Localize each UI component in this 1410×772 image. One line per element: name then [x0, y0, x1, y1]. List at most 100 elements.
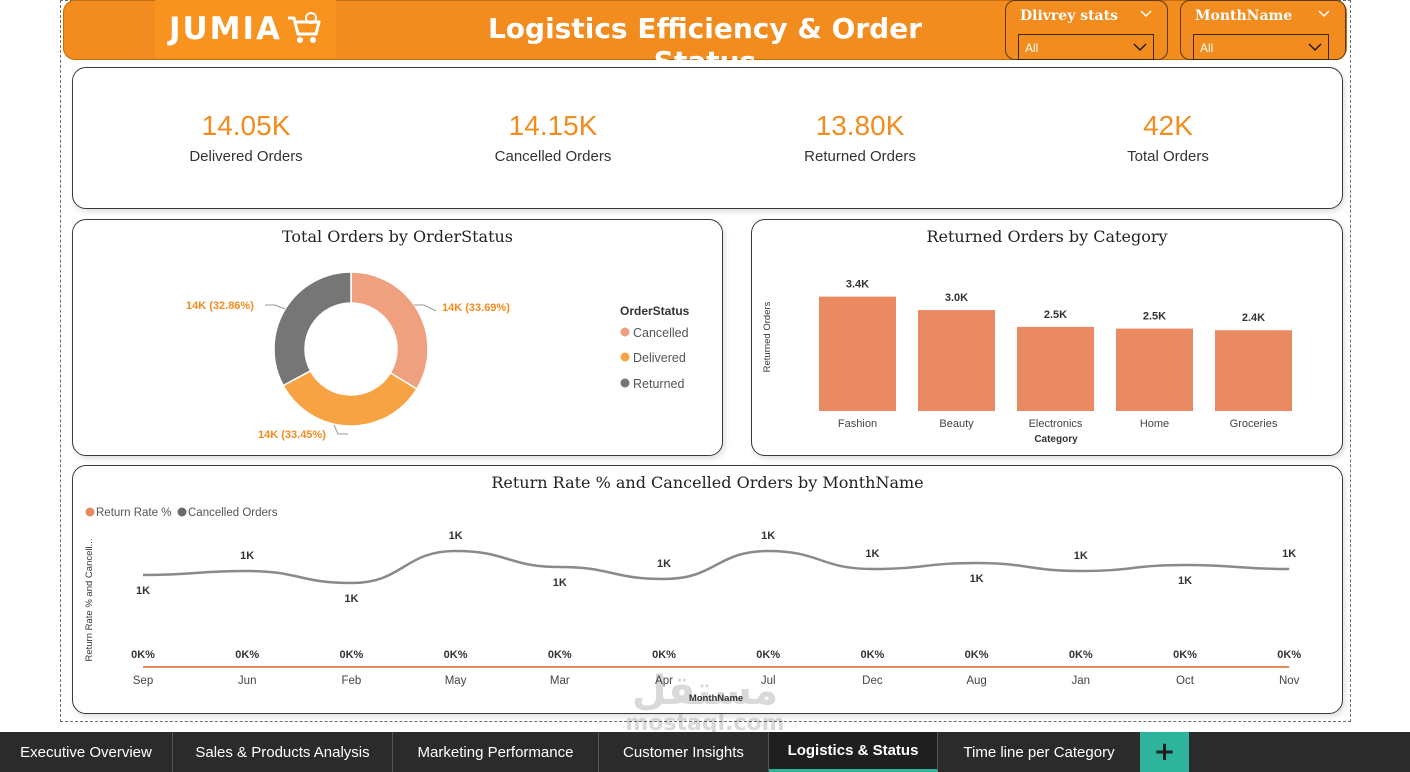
cancelled-data-label: 1K: [344, 593, 358, 605]
legend-marker-returned: [620, 378, 630, 388]
chevron-down-icon: [1133, 43, 1147, 52]
tab-time-line-category[interactable]: Time line per Category: [963, 743, 1115, 761]
bar-electronics[interactable]: [1017, 326, 1094, 411]
legend-marker-cancelled-orders: [177, 507, 187, 517]
watermark: مستقل mostaql.com: [620, 670, 790, 736]
return-rate-data-label: 0K%: [444, 649, 468, 661]
leader-line: [333, 424, 348, 435]
cancelled-data-label: 1K: [1282, 548, 1296, 560]
donut-chart: 14K (33.69%) 14K (32.86%) 14K (33.45%) O…: [186, 271, 690, 441]
bar-beauty[interactable]: [918, 310, 995, 411]
slicer-value: All: [1025, 41, 1039, 55]
tab-executive-overview[interactable]: Executive Overview: [0, 732, 173, 772]
month-tick-label: Sep: [133, 675, 153, 687]
watermark-arabic: مستقل: [631, 668, 779, 714]
tab-sales-products[interactable]: Sales & Products Analysis: [173, 732, 393, 772]
donut-label-cancelled: 14K (33.69%): [442, 302, 510, 314]
month-tick-label: Jun: [238, 675, 257, 687]
donut-slice-returned[interactable]: [273, 271, 352, 387]
add-page-button[interactable]: +: [1140, 732, 1189, 772]
line-chart-card: [72, 465, 1343, 714]
kpi-returned: 13.80K Returned Orders: [750, 110, 970, 165]
month-tick-label: Oct: [1176, 675, 1195, 687]
tab-logistics-status[interactable]: Logistics & Status: [769, 732, 938, 772]
donut-slice-cancelled[interactable]: [350, 271, 429, 391]
cancelled-data-label: 1K: [136, 585, 150, 597]
month-tick-label: Mar: [550, 675, 570, 687]
legend-item-cancelled-orders[interactable]: Cancelled Orders: [188, 507, 278, 519]
kpi-value: 13.80K: [815, 110, 905, 141]
kpi-label: Total Orders: [1127, 148, 1209, 165]
bar-data-label: 3.4K: [846, 279, 869, 291]
kpi-total: 42K Total Orders: [1058, 110, 1278, 165]
return-rate-data-label: 0K%: [1069, 649, 1093, 661]
bar-groceries[interactable]: [1215, 330, 1292, 411]
watermark-latin: mostaql.com: [625, 711, 785, 736]
leader-line: [265, 304, 286, 310]
bar-fashion[interactable]: [819, 296, 896, 411]
legend-item-cancelled[interactable]: Cancelled: [633, 326, 689, 340]
bar-category-label: Fashion: [838, 418, 877, 430]
tab-customer-insights[interactable]: Customer Insights: [599, 732, 769, 772]
month-name-slicer[interactable]: MonthName All: [1180, 0, 1346, 60]
return-rate-data-label: 0K%: [756, 649, 780, 661]
month-tick-label: Apr: [655, 675, 673, 687]
bar-category-label: Beauty: [939, 418, 974, 430]
slicer-dropdown[interactable]: All: [1018, 34, 1154, 60]
kpi-value: 42K: [1143, 110, 1193, 141]
cancelled-data-label: 1K: [970, 573, 984, 585]
return-rate-data-label: 0K%: [1277, 649, 1301, 661]
bar-home[interactable]: [1116, 328, 1193, 411]
chevron-down-icon: [1308, 43, 1322, 52]
kpi-card: [72, 67, 1343, 209]
line-y-axis-label: Return Rate % and Cancell...: [84, 538, 95, 661]
cancelled-data-label: 1K: [1074, 550, 1088, 562]
kpi-label: Cancelled Orders: [494, 148, 612, 165]
slicer-dropdown[interactable]: All: [1193, 34, 1329, 60]
return-rate-data-label: 0K%: [860, 649, 884, 661]
chevron-down-icon[interactable]: [1139, 7, 1153, 21]
legend-item-delivered[interactable]: Delivered: [633, 351, 686, 365]
bar-category-label: Electronics: [1029, 418, 1083, 430]
cart-icon: [288, 12, 321, 43]
kpi-value: 14.05K: [201, 110, 291, 141]
line-x-axis-label: MonthName: [689, 693, 743, 704]
page-tab-bar: Executive Overview Sales & Products Anal…: [0, 732, 1410, 772]
kpi-value: 14.15K: [508, 110, 598, 141]
legend-item-returned[interactable]: Returned: [633, 377, 684, 391]
chevron-down-icon[interactable]: [1317, 7, 1331, 21]
bar-data-label: 2.4K: [1242, 312, 1265, 324]
delivery-status-slicer[interactable]: Dlivrey stats All: [1005, 0, 1168, 60]
kpi-label: Returned Orders: [804, 148, 916, 165]
cancelled-orders-line[interactable]: [142, 549, 1290, 585]
month-tick-label: May: [445, 675, 467, 687]
return-rate-data-label: 0K%: [131, 649, 155, 661]
line-chart-title: Return Rate % and Cancelled Orders by Mo…: [491, 473, 924, 492]
return-rate-data-label: 0K%: [1173, 649, 1197, 661]
bar-data-label: 2.5K: [1143, 311, 1166, 323]
donut-label-delivered: 14K (33.45%): [258, 429, 326, 441]
leader-line: [414, 304, 437, 312]
cancelled-data-label: 1K: [553, 577, 567, 589]
return-rate-data-label: 0K%: [235, 649, 259, 661]
slicer-value: All: [1200, 41, 1214, 55]
donut-label-returned: 14K (32.86%): [186, 300, 254, 312]
slicer-title: MonthName: [1195, 8, 1293, 24]
legend-marker-cancelled: [620, 327, 630, 337]
legend-item-return-rate[interactable]: Return Rate %: [96, 507, 171, 519]
return-rate-data-label: 0K%: [652, 649, 676, 661]
tab-marketing-performance[interactable]: Marketing Performance: [393, 732, 599, 772]
slicer-title: Dlivrey stats: [1020, 8, 1118, 24]
month-tick-label: Jul: [761, 675, 776, 687]
legend-marker-delivered: [620, 352, 630, 362]
donut-slice-delivered[interactable]: [282, 369, 418, 427]
return-rate-data-label: 0K%: [965, 649, 989, 661]
jumia-logo: JUMIA: [155, 0, 336, 58]
legend-title: OrderStatus: [620, 304, 690, 318]
cancelled-data-label: 1K: [761, 530, 775, 542]
cancelled-data-label: 1K: [449, 530, 463, 542]
cancelled-data-label: 1K: [657, 558, 671, 570]
kpi-label: Delivered Orders: [189, 148, 303, 165]
bar-chart: Returned Orders Category 3.4K Fashion 3.0K…: [762, 279, 1292, 445]
